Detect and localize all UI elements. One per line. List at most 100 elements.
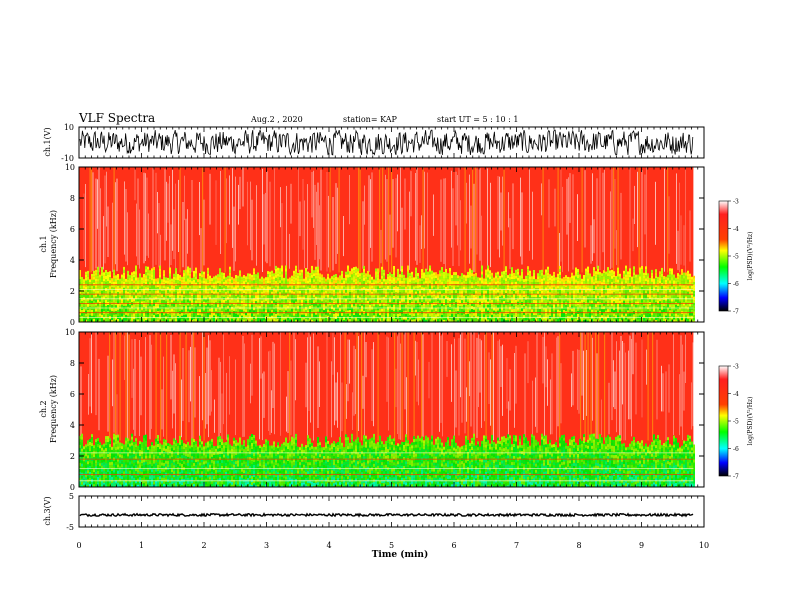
low-band-cell [309, 285, 311, 288]
low-band-cell [245, 279, 247, 283]
low-band-cell [367, 276, 369, 280]
noise-column [490, 182, 491, 268]
low-band-cell [243, 290, 245, 294]
low-band-cell [405, 310, 407, 314]
low-band-cell [91, 288, 93, 292]
low-band-cell [215, 299, 217, 303]
low-band-cell [623, 288, 625, 292]
low-band-cell [273, 318, 275, 322]
low-band-cell [209, 317, 211, 321]
low-band-cell [249, 318, 251, 322]
low-band-cell [563, 292, 565, 295]
low-band-cell [121, 274, 123, 278]
low-band-cell [123, 269, 125, 273]
low-band-cell [129, 281, 131, 284]
low-band-cell [459, 282, 461, 286]
low-band-cell [381, 320, 383, 322]
low-band-cell [323, 298, 325, 302]
low-band-cell [339, 317, 341, 321]
low-band-cell [369, 316, 371, 320]
low-band-cell [421, 281, 423, 285]
low-band-cell [509, 297, 511, 301]
low-band-cell [225, 298, 227, 302]
low-band-cell [561, 314, 563, 318]
low-band-cell [429, 274, 431, 278]
low-band-cell [269, 274, 271, 278]
low-band-cell [297, 284, 299, 288]
low-band-cell [95, 296, 97, 300]
low-band-cell [433, 272, 435, 276]
low-band-cell [479, 289, 481, 293]
low-band-cell [505, 314, 507, 318]
low-band-cell [425, 310, 427, 314]
low-band-cell [293, 297, 295, 301]
low-band-cell [361, 275, 363, 279]
low-band-cell [307, 274, 309, 278]
low-band-cell [235, 314, 237, 317]
low-band-cell [451, 299, 453, 303]
low-band-cell [469, 295, 471, 299]
low-band-cell [291, 275, 293, 279]
low-band-cell [475, 293, 477, 297]
low-band-cell [469, 316, 471, 320]
low-band-cell [153, 294, 155, 297]
low-band-cell [549, 298, 551, 302]
low-band-cell [237, 299, 239, 303]
low-band-cell [319, 288, 321, 292]
low-band-cell [307, 277, 309, 281]
low-band-cell [415, 294, 417, 298]
low-band-cell [345, 319, 347, 322]
low-band-cell [597, 310, 599, 314]
low-band-cell [395, 301, 397, 305]
low-band-cell [325, 317, 327, 321]
low-band-cell [267, 274, 269, 278]
low-band-cell [313, 276, 315, 280]
low-band-cell [427, 295, 429, 299]
low-band-cell [487, 307, 489, 311]
low-band-cell [261, 318, 263, 322]
low-band-cell [585, 274, 587, 278]
low-band-cell [111, 287, 113, 291]
low-band-cell [115, 278, 117, 282]
low-band-cell [561, 296, 563, 300]
low-band-cell [99, 280, 101, 284]
low-band-cell [285, 274, 287, 278]
low-band-cell [595, 280, 597, 284]
low-band-cell [387, 319, 389, 322]
low-band-cell [149, 318, 151, 322]
low-band-cell [539, 309, 541, 313]
low-band-cell [159, 298, 161, 302]
low-band-cell [533, 315, 535, 318]
low-band-cell [621, 320, 623, 322]
low-band-cell [499, 293, 501, 297]
low-band-cell [459, 300, 461, 304]
low-band-cell [133, 298, 135, 302]
low-band-cell [425, 277, 427, 281]
low-band-cell [215, 320, 217, 322]
low-band-cell [251, 319, 253, 322]
low-band-cell [515, 299, 517, 303]
low-band-cell [129, 317, 131, 320]
low-band-cell [357, 280, 359, 284]
low-band-cell [437, 304, 439, 308]
low-band-cell [95, 320, 97, 322]
low-band-cell [267, 304, 269, 308]
low-band-cell [445, 278, 447, 281]
noise-column [364, 185, 365, 225]
low-band-cell [371, 282, 373, 286]
low-band-cell [529, 279, 531, 283]
low-band-cell [195, 309, 197, 313]
low-band-cell [531, 279, 533, 283]
noise-column [145, 173, 146, 261]
low-band-cell [151, 280, 153, 284]
low-band-cell [283, 286, 285, 290]
low-band-cell [325, 302, 327, 306]
low-band-cell [471, 273, 473, 277]
low-band-cell [233, 287, 235, 291]
low-band-cell [455, 278, 457, 282]
low-band-cell [257, 272, 259, 276]
low-band-cell [263, 308, 265, 312]
low-band-cell [319, 318, 321, 322]
low-band-cell [583, 320, 585, 322]
low-band-cell [247, 288, 249, 292]
